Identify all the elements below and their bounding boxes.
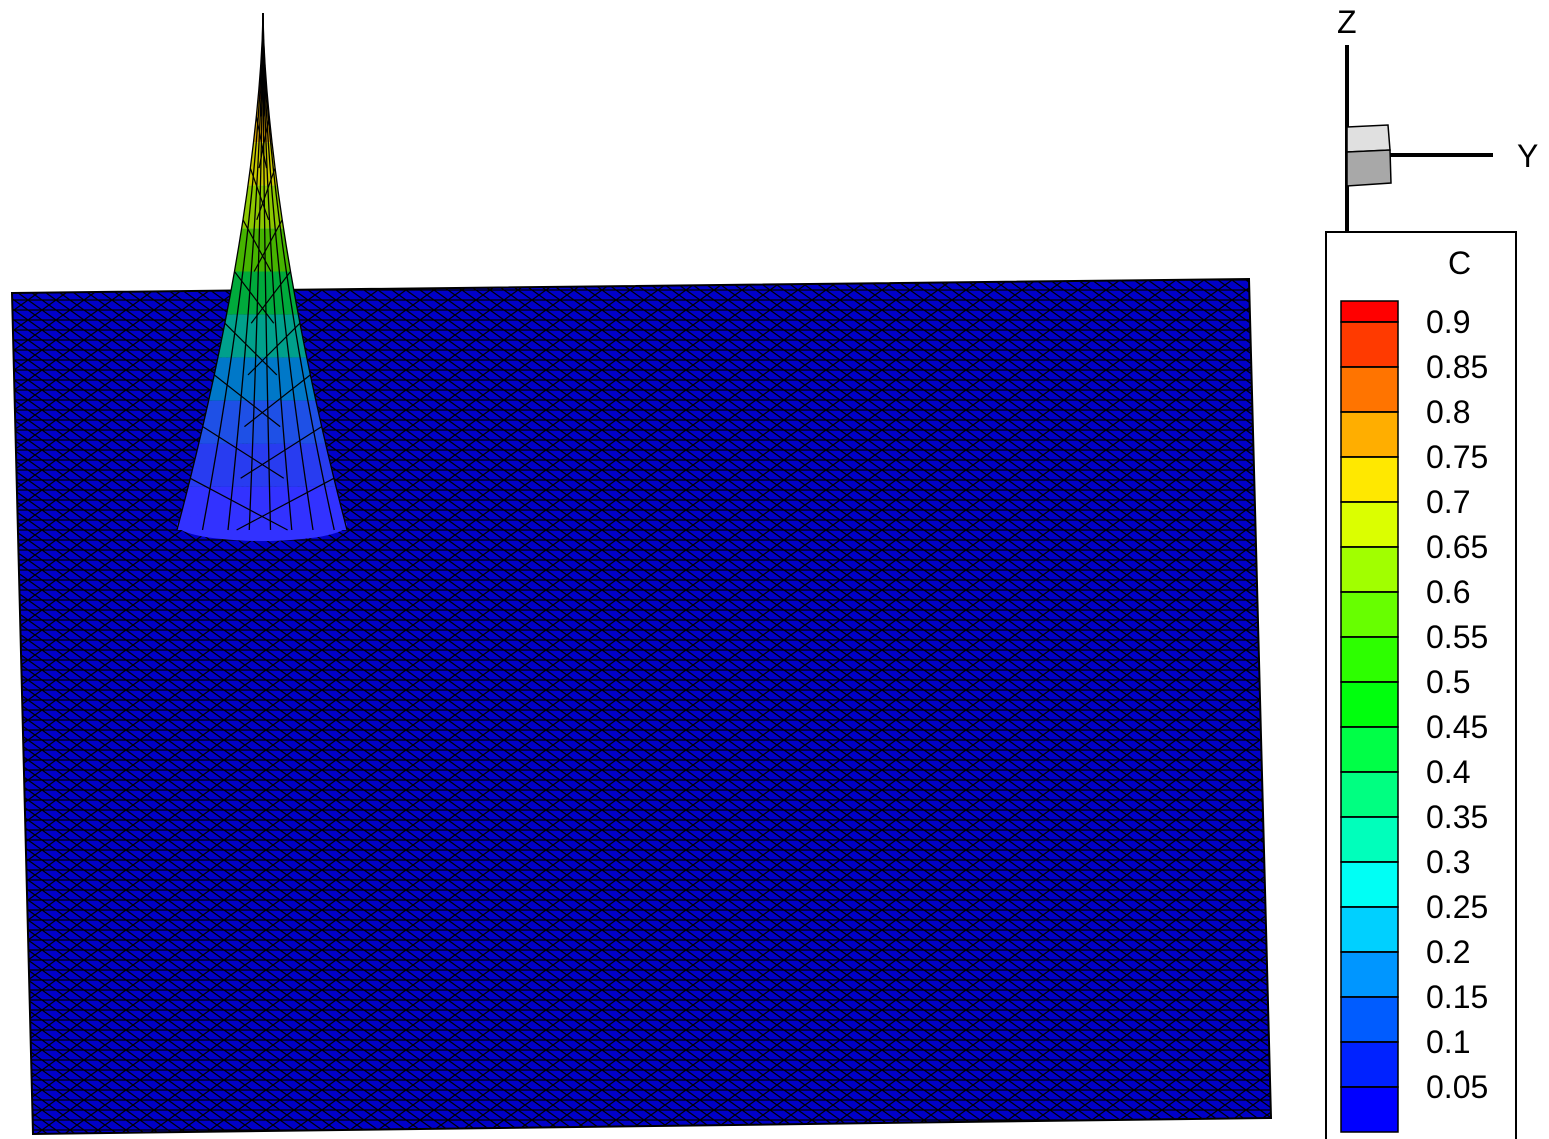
legend-band [1340,816,1399,863]
legend-band [1340,1041,1399,1088]
peak-mesh-line [202,426,285,479]
legend-level-label: 0.65 [1426,529,1488,565]
legend-band [1340,636,1399,683]
peak-mesh-line [247,322,301,376]
legend-color-bands [1340,300,1399,1133]
legend-level-label: 0.4 [1426,754,1470,790]
peak-mesh-line [244,374,311,428]
peak-band [241,185,284,229]
peak-mesh-line [260,64,266,117]
legend-level-label: 0.45 [1426,709,1488,745]
peak-mesh-line [227,12,264,531]
legend-level-labels: 0.9 0.85 0.8 0.75 0.7 0.65 0.6 0.55 0.5 0.45 0.4 0.… [1426,304,1488,1105]
legend-level-label: 0.85 [1426,349,1488,385]
peak-mesh-line [213,374,281,428]
legend-band [1340,546,1399,593]
peak-mesh-line [240,426,323,479]
legend-level-label: 0.75 [1426,439,1488,475]
legend-level-label: 0.7 [1426,484,1470,520]
legend-level-label: 0.3 [1426,844,1470,880]
peak-band [198,400,326,444]
axis-box-top [1346,124,1391,153]
legend-title: C [1448,245,1471,281]
legend-band [1340,411,1399,458]
legend-band [1340,861,1399,908]
legend-level-label: 0.05 [1426,1069,1488,1105]
peak-mesh-line [242,219,272,272]
peak-mesh-line [224,322,278,376]
peak-mesh-line [258,116,270,169]
legend-band [1340,771,1399,818]
peak-cone [176,12,348,541]
peak-mesh-line [236,477,335,531]
legend-band [1340,300,1399,323]
peak-mesh-line [262,12,314,531]
legend-band [1340,321,1399,368]
legend-band [1340,726,1399,773]
legend-level-label: 0.8 [1426,394,1470,430]
peak-mesh-line [262,12,335,531]
legend-level-label: 0.15 [1426,979,1488,1015]
legend-level-label: 0.1 [1426,1024,1470,1060]
z-axis-label: Z [1337,4,1357,40]
legend-level-label: 0.25 [1426,889,1488,925]
surface-mesh [10,277,1273,1136]
legend-level-label: 0.35 [1426,799,1488,835]
legend-level-label: 0.6 [1426,574,1470,610]
axis-box-bottom [1346,149,1392,187]
peak-mesh-line [262,12,348,531]
legend-band [1340,456,1399,503]
legend-band [1340,681,1399,728]
legend-band [1340,996,1399,1043]
peak-mesh-line [176,12,264,531]
mesh-surface [10,277,1273,1136]
legend-level-label: 0.55 [1426,619,1488,655]
y-axis-label: Y [1517,138,1538,174]
peak-mesh-line [255,116,268,169]
peak-mesh-line [249,167,270,220]
legend-band [1340,366,1399,413]
peak-band [208,357,316,401]
peak-base [177,509,347,541]
peak-mesh-line [262,12,293,531]
peak-band [234,228,291,272]
peak-mesh-line [201,12,264,531]
peak-mesh-line [253,219,283,272]
legend-level-label: 0.2 [1426,934,1470,970]
legend-level-label: 0.5 [1426,664,1470,700]
legend-level-label: 0.9 [1426,304,1470,340]
peak-mesh-line [233,271,275,324]
legend-band [1340,1086,1399,1133]
peak-mesh-line [190,477,288,531]
contour-legend: C 0.9 0.85 0.8 0.75 0.7 0.65 0.6 0.55 0.5 0.45 0.4… [1325,231,1517,1139]
peak-mesh-line [256,167,276,220]
legend-band [1340,906,1399,953]
legend-band [1340,591,1399,638]
legend-band [1340,951,1399,998]
peak-band [188,443,337,487]
legend-band [1340,501,1399,548]
peak-mesh-line [250,271,292,324]
